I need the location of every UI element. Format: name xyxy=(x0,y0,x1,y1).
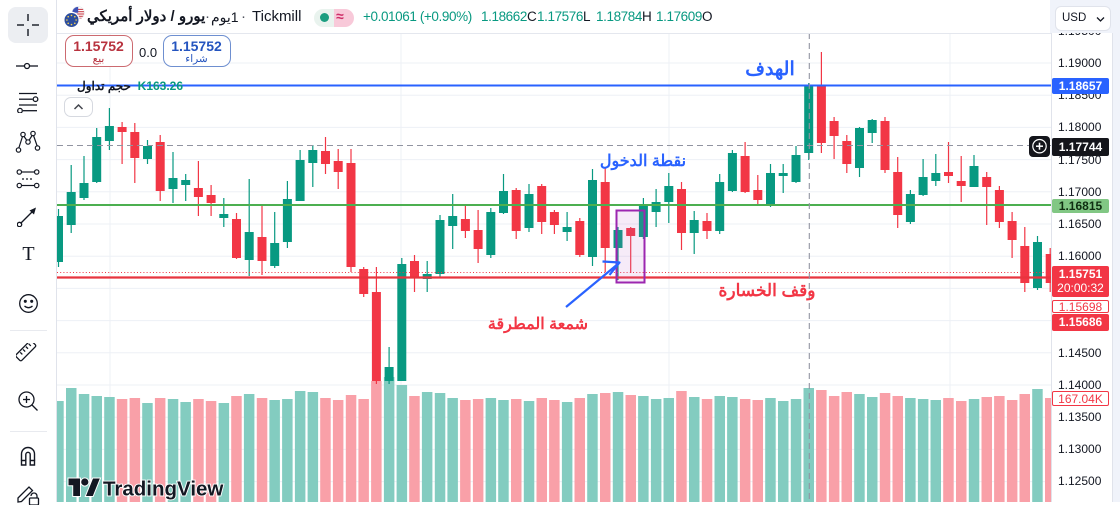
svg-text:TradingView: TradingView xyxy=(103,478,223,501)
